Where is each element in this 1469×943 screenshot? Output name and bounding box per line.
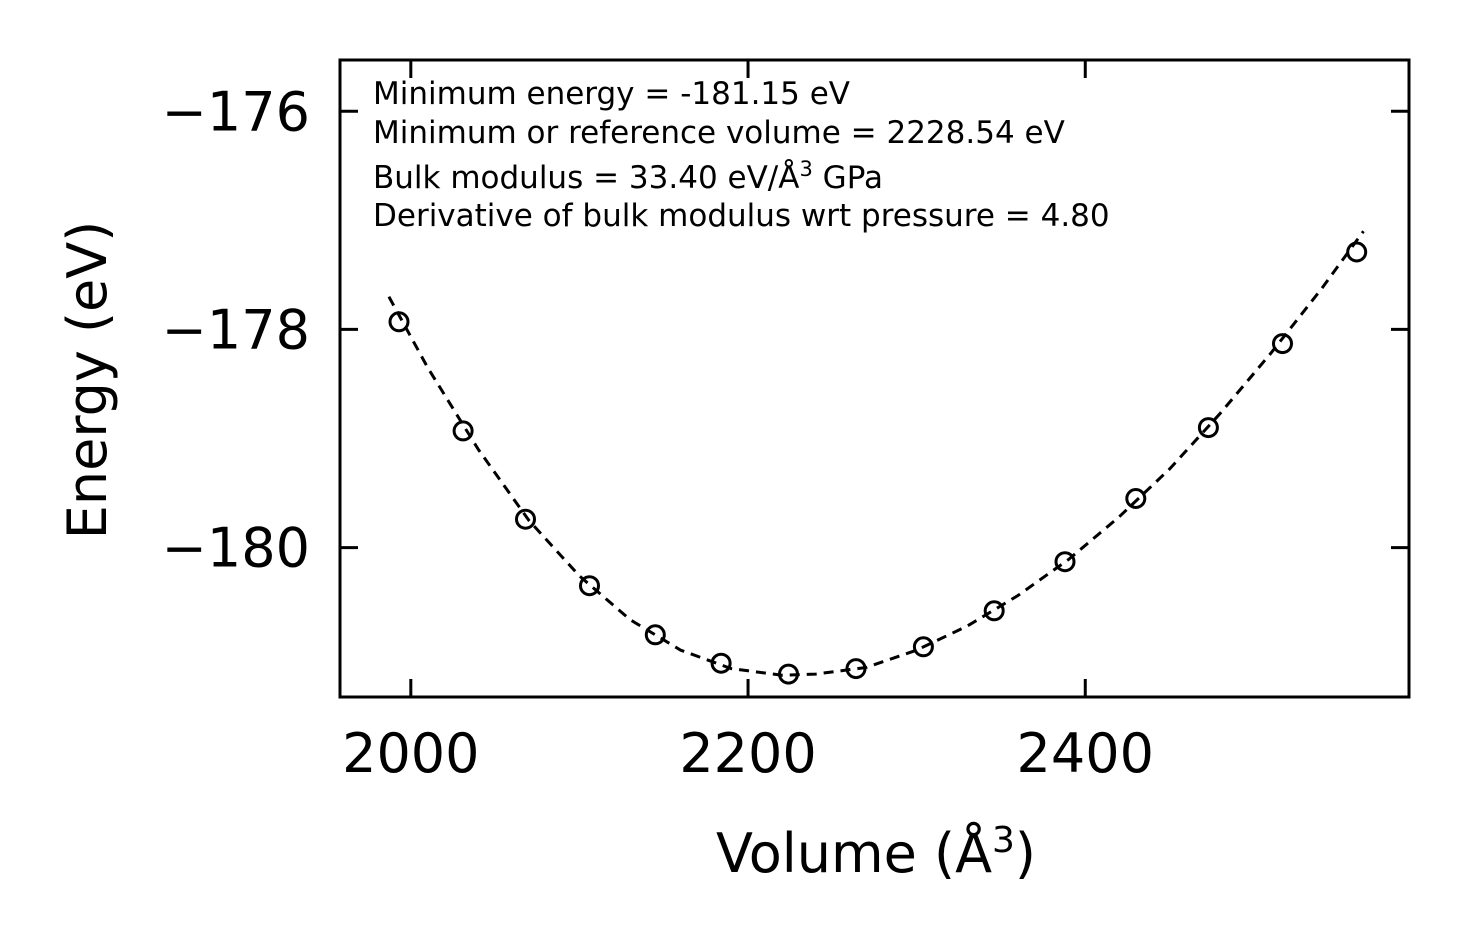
data-point-2 — [515, 508, 536, 530]
annotation-min-volume: Minimum or reference volume = 2228.54 eV — [373, 115, 1065, 151]
x-tick-label-2200: 2200 — [679, 722, 816, 785]
x-axis-label-text: Volume (Å — [716, 821, 992, 885]
data-points — [388, 241, 1368, 685]
data-point-14 — [1346, 241, 1368, 263]
data-point-1 — [452, 420, 474, 442]
data-point-10 — [1054, 551, 1076, 573]
x-axis-label-sup: 3 — [992, 820, 1015, 861]
x-tick-label-2400: 2400 — [1017, 722, 1154, 785]
data-point-12 — [1197, 417, 1219, 439]
data-point-4 — [644, 624, 666, 646]
annotation-box: Minimum energy = -181.15 eV Minimum or r… — [373, 76, 1110, 234]
data-point-11 — [1125, 488, 1147, 509]
data-point-5 — [710, 652, 732, 674]
fit-curve — [387, 230, 1365, 677]
annotation-bulk-modulus: Bulk modulus = 33.40 eV/Å3 GPa — [373, 157, 883, 196]
annotation-bulk-derivative: Derivative of bulk modulus wrt pressure … — [373, 198, 1110, 234]
x-tick-label-2000: 2000 — [342, 722, 479, 785]
y-tick-label--176: −176 — [162, 80, 310, 143]
x-axis-label: Volume (Å3) — [716, 820, 1036, 885]
bulk-modulus-text: Bulk modulus = 33.40 eV/Å — [373, 160, 799, 196]
plot-frame — [338, 58, 1411, 699]
y-tick-label--178: −178 — [162, 298, 310, 361]
y-axis-label: Energy (eV) — [56, 221, 119, 540]
x-axis-label-end: ) — [1015, 822, 1036, 885]
data-point-8 — [912, 636, 934, 658]
bulk-modulus-sup: 3 — [799, 157, 812, 181]
data-point-13 — [1272, 333, 1293, 355]
annotation-min-energy: Minimum energy = -181.15 eV — [373, 76, 850, 112]
data-point-9 — [983, 600, 1005, 622]
data-point-7 — [845, 658, 867, 680]
bulk-modulus-tail: GPa — [813, 160, 883, 196]
y-tick-label--180: −180 — [162, 517, 310, 580]
ticks — [340, 60, 1409, 697]
tick-labels: 2000 2200 2400 −176 −178 −180 — [162, 80, 1154, 785]
data-point-0 — [388, 311, 410, 333]
data-point-6 — [778, 663, 799, 685]
data-point-3 — [579, 575, 600, 597]
